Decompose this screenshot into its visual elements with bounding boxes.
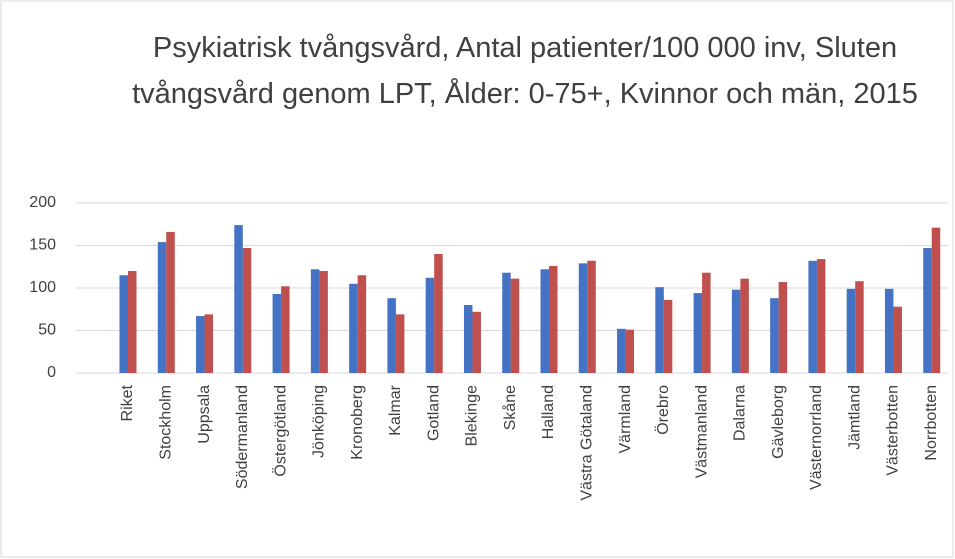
bar <box>702 272 711 373</box>
bar <box>663 299 673 373</box>
bar <box>617 328 626 373</box>
x-tick-label: Västernorrland <box>808 385 825 490</box>
bar <box>234 225 243 373</box>
bar <box>472 311 481 373</box>
bar <box>816 259 826 373</box>
bar <box>808 260 817 373</box>
x-tick-label: Kalmar <box>387 384 404 435</box>
x-tick-label: Skåne <box>501 385 519 430</box>
x-tick-label: Värmland <box>617 385 634 453</box>
bar <box>434 254 443 373</box>
bar <box>587 260 596 373</box>
bar <box>923 248 932 373</box>
x-tick-label: Dalarna <box>732 385 749 441</box>
bar <box>310 269 320 373</box>
bar <box>502 272 511 373</box>
x-tick-label: Västmanland <box>693 385 710 478</box>
x-tick-label: Västra Götaland <box>578 385 595 501</box>
y-tick-label: 100 <box>29 279 56 296</box>
bar <box>281 286 290 373</box>
bar <box>846 288 856 373</box>
x-tick-label: Halland <box>540 385 557 439</box>
x-tick-label: Östergötland <box>271 385 289 477</box>
bar <box>731 289 741 373</box>
bar <box>693 293 703 373</box>
x-tick-label: Jämtland <box>846 385 863 450</box>
x-tick-label: Blekinge <box>464 385 481 446</box>
x-tick-label: Södermanland <box>234 385 251 489</box>
bar <box>855 281 864 373</box>
bar <box>578 263 588 373</box>
x-tick-label: Jönköping <box>311 385 328 458</box>
bar <box>128 271 137 373</box>
bar <box>510 278 520 373</box>
bar <box>425 277 435 373</box>
x-tick-label: Kronoberg <box>349 385 366 460</box>
bar <box>778 282 788 373</box>
bar <box>740 278 749 373</box>
x-tick-label: Stockholm <box>157 385 174 460</box>
bar <box>157 242 167 373</box>
bar <box>119 275 128 373</box>
bar <box>931 227 941 373</box>
bar <box>893 306 902 373</box>
bar <box>549 265 558 373</box>
bar <box>463 305 473 373</box>
bar <box>395 314 405 373</box>
bar <box>319 271 328 373</box>
x-tick-label: Gotland <box>425 385 442 441</box>
bar <box>349 283 358 373</box>
y-tick-label: 200 <box>29 194 56 211</box>
chart-title: Psykiatrisk tvångsvård, Antal patienter/… <box>132 32 918 110</box>
y-tick-label: 0 <box>47 364 56 381</box>
x-tick-label: Västerbotten <box>885 385 902 476</box>
bar <box>770 298 779 373</box>
bar <box>540 269 549 373</box>
bar <box>884 288 894 373</box>
x-tick-label: Norrbotten <box>923 385 940 461</box>
x-tick-label: Örebro <box>654 385 672 435</box>
x-tick-label: Uppsala <box>196 385 213 444</box>
bar <box>387 298 396 373</box>
bar <box>357 275 367 373</box>
y-tick-label: 150 <box>29 237 56 254</box>
bar <box>166 231 175 373</box>
bar <box>625 329 635 373</box>
x-tick-label: Gävleborg <box>770 385 787 459</box>
bar <box>196 316 205 373</box>
x-tick-label: Riket <box>119 384 136 421</box>
bar <box>242 248 252 373</box>
bar <box>272 293 282 373</box>
bar <box>204 314 214 373</box>
y-tick-label: 50 <box>38 322 56 339</box>
bar <box>655 287 664 373</box>
